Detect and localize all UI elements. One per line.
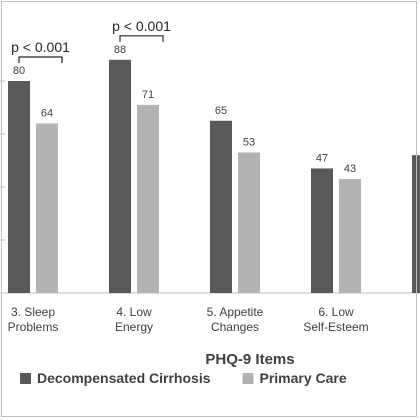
legend-swatch xyxy=(20,373,31,384)
category-label: 3. Sleep xyxy=(11,305,55,319)
category-label: Changes xyxy=(211,320,259,334)
bar-cirrhosis xyxy=(210,120,232,293)
data-label: 71 xyxy=(142,89,154,101)
category-label: 6. Low xyxy=(318,305,354,319)
category-label: Problems xyxy=(8,320,59,334)
significance-label: p < 0.001 xyxy=(11,39,70,55)
bar-cirrhosis xyxy=(8,81,30,293)
legend-swatch xyxy=(242,373,254,384)
data-label: 65 xyxy=(215,105,227,117)
data-label: 47 xyxy=(316,152,328,164)
bar-primary-care xyxy=(36,123,58,294)
bar-cirrhosis xyxy=(311,168,333,293)
bar-primary-care xyxy=(238,152,260,293)
data-label: 43 xyxy=(344,163,356,175)
significance-label: p < 0.001 xyxy=(112,18,171,34)
category-label: Energy xyxy=(115,320,153,334)
legend-label: Primary Care xyxy=(260,370,347,386)
significance-bracket xyxy=(18,56,63,63)
bar-cirrhosis xyxy=(412,155,420,293)
category-label: 4. Low xyxy=(116,305,152,319)
category-label: 5. Appetite xyxy=(207,305,264,319)
bar-cirrhosis xyxy=(109,59,131,293)
legend-label: Decompensated Cirrhosis xyxy=(37,370,211,386)
category-label: Self-Esteem xyxy=(303,320,368,334)
data-label: 80 xyxy=(13,65,25,77)
data-label: 88 xyxy=(114,44,126,56)
bar-primary-care xyxy=(137,104,159,293)
data-label: 53 xyxy=(243,137,255,149)
data-label: 64 xyxy=(41,107,53,119)
bar-primary-care xyxy=(339,179,361,293)
significance-bracket xyxy=(119,35,164,42)
x-axis-title: PHQ-9 Items xyxy=(205,351,294,368)
